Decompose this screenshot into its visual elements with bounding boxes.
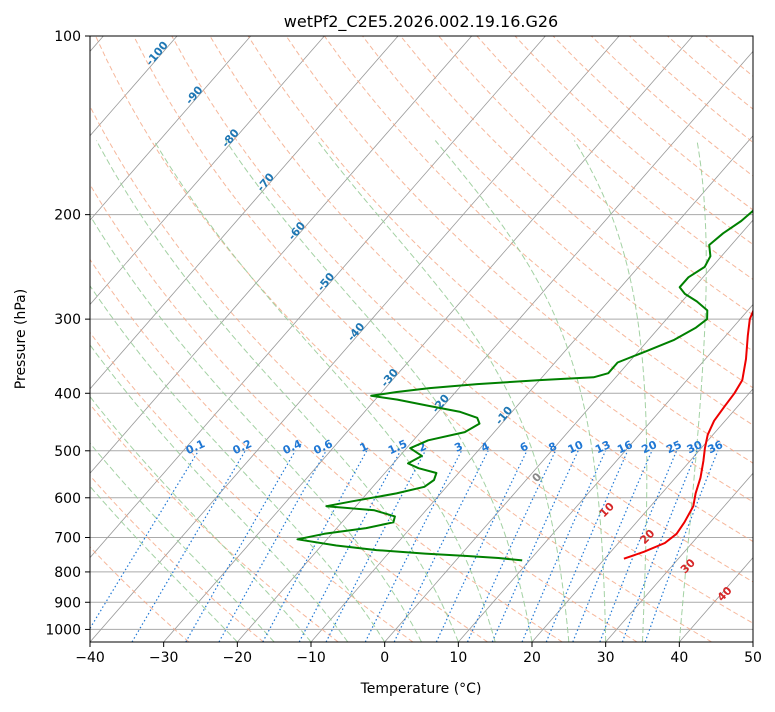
dry-adiabat bbox=[286, 36, 775, 642]
y-tick-label: 400 bbox=[54, 386, 81, 402]
dry-adiabat bbox=[210, 36, 775, 642]
y-axis-label: Pressure (hPa) bbox=[13, 289, 29, 389]
mixing-ratio-label: 25 bbox=[664, 438, 683, 456]
mixing-ratio-label: 1.5 bbox=[386, 437, 409, 457]
moist-adiabat-label: 20 bbox=[637, 527, 657, 547]
dry-adiabat bbox=[248, 36, 775, 642]
mixing-ratio-label: 13 bbox=[593, 438, 612, 456]
dry-adiabat bbox=[57, 36, 637, 642]
x-tick-label: 30 bbox=[597, 650, 615, 666]
x-tick-label: 50 bbox=[744, 650, 762, 666]
dry-adiabat-label: -30 bbox=[378, 366, 401, 390]
moist-adiabat-label: 30 bbox=[678, 556, 698, 576]
isotherm-line bbox=[532, 36, 775, 642]
dry-adiabat bbox=[401, 36, 775, 642]
dry-adiabat bbox=[706, 36, 775, 642]
moist-adiabat-label: 40 bbox=[715, 584, 735, 604]
isotherm-line bbox=[606, 36, 775, 642]
dry-adiabat-label: -40 bbox=[345, 320, 368, 344]
mixing-ratio-label: 0.2 bbox=[231, 437, 254, 457]
mixing-ratio-label: 10 bbox=[566, 438, 586, 456]
moist-adiabat bbox=[154, 141, 495, 643]
mixing-ratio-label: 0.1 bbox=[184, 437, 207, 457]
x-tick-label: 0 bbox=[380, 650, 389, 666]
mixing-ratio-line bbox=[622, 451, 697, 642]
mixing-ratio-line bbox=[573, 451, 652, 642]
moist-adiabat bbox=[317, 141, 569, 643]
x-tick-label: −10 bbox=[296, 650, 326, 666]
dry-adiabat bbox=[0, 36, 264, 642]
mixing-ratio-label: 4 bbox=[479, 440, 492, 455]
x-tick-label: 10 bbox=[449, 650, 467, 666]
moist-adiabat bbox=[0, 141, 274, 643]
mixing-ratio-line bbox=[600, 451, 677, 642]
dry-adiabat-label: -10 bbox=[493, 404, 516, 428]
plot-frame bbox=[90, 36, 753, 642]
dry-adiabat-label: -70 bbox=[254, 170, 277, 194]
mixing-ratio-line bbox=[186, 451, 295, 642]
dry-adiabat-label: -90 bbox=[183, 83, 206, 107]
x-tick-label: −20 bbox=[223, 650, 253, 666]
mixing-ratio-label: 20 bbox=[640, 438, 660, 456]
y-tick-label: 800 bbox=[54, 565, 81, 581]
x-tick-label: −30 bbox=[149, 650, 179, 666]
temperature-line bbox=[624, 36, 775, 559]
y-tick-label: 900 bbox=[54, 595, 81, 611]
mixing-ratio-label: 6 bbox=[518, 440, 531, 455]
chart-title: wetPf2_C2E5.2026.002.19.16.G26 bbox=[284, 12, 558, 32]
moist-adiabat bbox=[0, 141, 237, 643]
isotherm-line bbox=[0, 36, 251, 642]
mixing-ratio-label: 8 bbox=[547, 440, 559, 455]
x-tick-label: 40 bbox=[670, 650, 688, 666]
isotherm-line bbox=[679, 36, 775, 642]
dry-adiabat-label: -20 bbox=[429, 392, 452, 416]
y-tick-label: 500 bbox=[54, 444, 81, 460]
y-tick-label: 1000 bbox=[45, 622, 81, 638]
dry-adiabat-label: -100 bbox=[143, 39, 171, 69]
x-axis-label: Temperature (°C) bbox=[360, 681, 482, 697]
mixing-ratio-label: 36 bbox=[706, 438, 726, 456]
mixing-ratio-label: 30 bbox=[685, 438, 705, 456]
y-tick-label: 300 bbox=[54, 312, 81, 328]
dry-adiabat bbox=[553, 36, 775, 642]
dry-adiabat bbox=[363, 36, 775, 642]
y-tick-label: 700 bbox=[54, 531, 81, 547]
mixing-ratio-label: 1 bbox=[358, 440, 370, 455]
isotherm-line bbox=[753, 36, 775, 642]
moist-adiabat-label: 10 bbox=[597, 500, 617, 520]
isotherm-line bbox=[16, 36, 545, 642]
x-tick-label: 20 bbox=[523, 650, 541, 666]
isotherm-line bbox=[385, 36, 775, 642]
y-tick-label: 100 bbox=[54, 29, 81, 45]
mixing-ratio-line bbox=[394, 451, 488, 642]
dry-adiabat bbox=[668, 36, 775, 642]
mixing-ratio-line bbox=[436, 451, 527, 642]
isotherm-line bbox=[164, 36, 693, 642]
x-tick-label: −40 bbox=[75, 650, 105, 666]
y-tick-label: 600 bbox=[54, 491, 81, 507]
mixing-ratio-line bbox=[219, 451, 326, 642]
dry-adiabat-label: -50 bbox=[315, 270, 338, 294]
y-tick-label: 200 bbox=[54, 208, 81, 224]
moist-adiabat bbox=[574, 141, 646, 643]
dry-adiabat-label: -80 bbox=[219, 126, 242, 150]
mixing-ratio-label: 0.4 bbox=[281, 437, 304, 457]
mixing-ratio-label: 0.6 bbox=[312, 437, 335, 457]
dry-adiabat-label: -60 bbox=[285, 219, 308, 243]
dry-adiabat bbox=[0, 36, 488, 642]
isotherm-line bbox=[0, 36, 398, 642]
mixing-ratio-label: 16 bbox=[615, 438, 635, 456]
isotherm-line bbox=[458, 36, 775, 642]
